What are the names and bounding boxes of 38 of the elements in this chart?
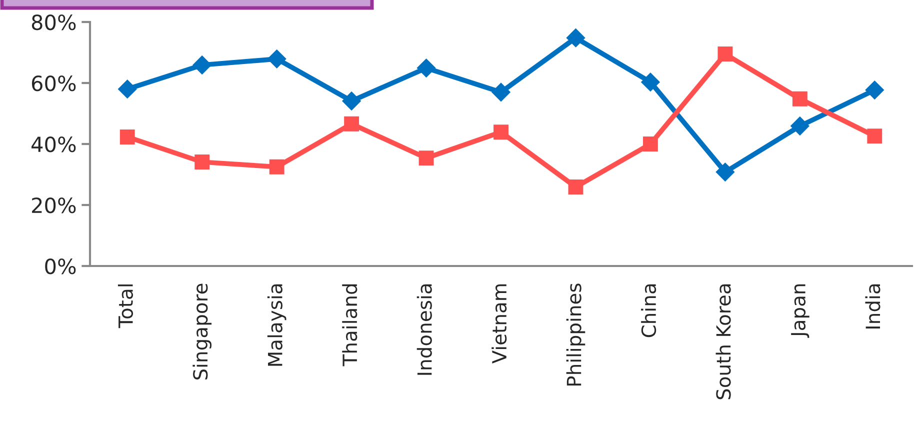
y-tick-label: 60%: [32, 75, 76, 92]
y-tick-label: 0%: [45, 258, 76, 274]
point: [718, 46, 733, 62]
point: [194, 154, 210, 170]
x-tick-label: South Korea: [716, 284, 731, 400]
point: [792, 91, 808, 106]
x-tick-label: Malaysia: [267, 284, 286, 366]
point: [494, 124, 508, 140]
point: [867, 128, 882, 144]
point: [492, 82, 510, 102]
x-tick-label: India: [865, 284, 880, 328]
point: [716, 162, 735, 182]
point: [418, 150, 434, 166]
point: [192, 56, 212, 74]
point: [568, 180, 584, 194]
point: [790, 116, 810, 136]
x-tick-label: Thailand: [342, 284, 358, 366]
x-tick-label: Total: [118, 284, 134, 328]
x-tick-label: Vietnam: [492, 284, 507, 364]
point: [267, 50, 286, 68]
point: [120, 130, 135, 144]
y-tick-label: 40%: [32, 136, 76, 152]
point: [342, 92, 361, 110]
point: [566, 28, 586, 48]
x-tick-label: Philippines: [566, 284, 586, 386]
point: [269, 159, 284, 174]
x-tick-label: Singapore: [192, 284, 212, 380]
point: [865, 80, 884, 100]
point: [641, 72, 660, 92]
x-tick-label: Indonesia: [416, 284, 432, 375]
point: [642, 136, 658, 152]
point: [416, 58, 436, 78]
x-tick-label: China: [641, 284, 656, 338]
point: [344, 116, 360, 132]
y-tick-label: 20%: [32, 197, 76, 214]
y-tick-label: 80%: [32, 14, 76, 30]
x-tick-label: Japan: [791, 284, 810, 338]
point: [118, 80, 137, 98]
